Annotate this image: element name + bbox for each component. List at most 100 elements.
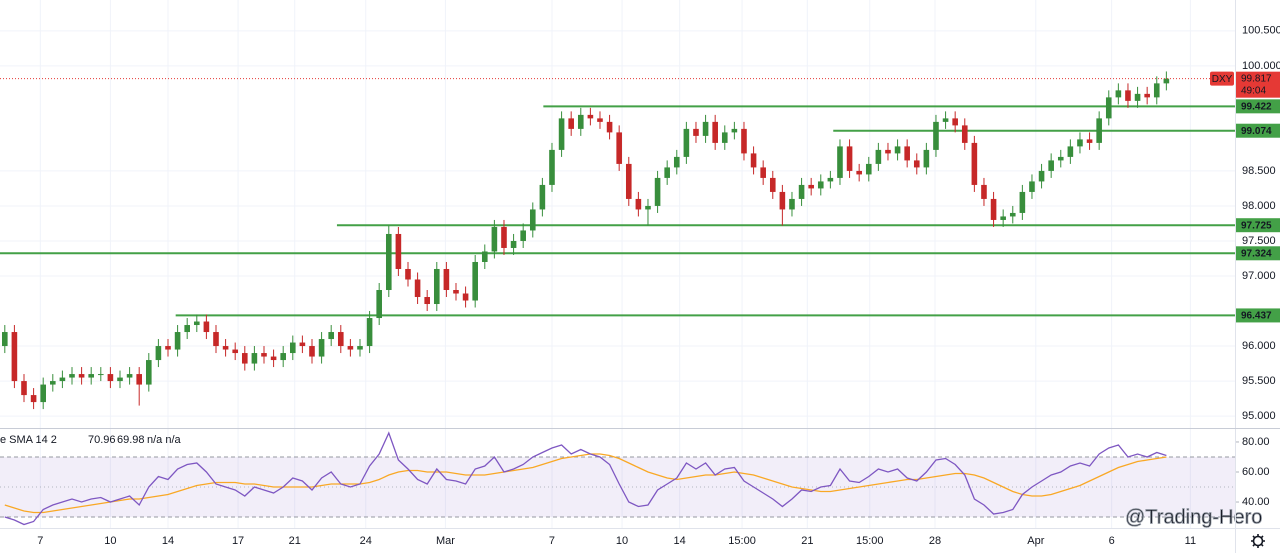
- candle-body: [251, 353, 258, 364]
- candle-body: [261, 353, 267, 357]
- candle-body: [1153, 83, 1160, 98]
- candle-body: [971, 142, 978, 185]
- y-tick-label: 95.500: [1242, 375, 1276, 387]
- gear-ring[interactable]: [1252, 535, 1264, 547]
- candle-body: [1105, 97, 1112, 119]
- candle-body: [865, 163, 872, 175]
- candle-body: [712, 121, 718, 143]
- y-tick-label: 97.000: [1242, 270, 1276, 282]
- candle-body: [1029, 181, 1035, 192]
- candle-body: [933, 121, 939, 150]
- candle-body: [904, 146, 910, 161]
- candle-body: [721, 132, 728, 143]
- candle-body: [731, 128, 738, 133]
- indicator-value: 70.96: [88, 434, 116, 446]
- y-tick-label: 100.000: [1242, 60, 1280, 72]
- candle-body: [1019, 191, 1026, 213]
- y-tick-label: 97.500: [1242, 235, 1276, 247]
- candle-body: [942, 118, 949, 122]
- candle-body: [443, 268, 450, 291]
- level-label-bg: [1236, 246, 1280, 261]
- rsi-tick-label: 40.00: [1242, 496, 1270, 508]
- y-tick-label: 100.500: [1242, 25, 1280, 37]
- x-tick-label: 11: [1185, 535, 1196, 547]
- candle-body: [750, 153, 757, 168]
- level-label: 99.422: [1241, 101, 1272, 112]
- candle-body: [97, 374, 104, 376]
- candle-body: [280, 353, 286, 361]
- x-tick-label: 28: [929, 535, 941, 547]
- level-label: 99.074: [1241, 126, 1272, 137]
- candle-body: [145, 360, 152, 385]
- candle-body: [309, 346, 315, 357]
- y-tick-label: 98.500: [1242, 165, 1276, 177]
- x-tick-label: Apr: [1027, 535, 1044, 547]
- candle-body: [760, 167, 766, 178]
- candle-body: [318, 339, 325, 357]
- candle-body: [385, 233, 392, 291]
- candle-body: [376, 290, 382, 319]
- candle-body: [357, 346, 363, 350]
- candle-body: [875, 149, 882, 164]
- x-tick-label: 15:00: [856, 535, 884, 547]
- candle-body: [1067, 146, 1074, 157]
- candle-body: [289, 342, 296, 354]
- candle-body: [11, 332, 18, 382]
- candle-body: [1048, 160, 1054, 171]
- candle-body: [625, 163, 632, 199]
- candle-body: [165, 346, 171, 350]
- last-price-label: 99.817: [1241, 73, 1272, 84]
- candle-body: [40, 384, 46, 403]
- candle-body: [299, 342, 306, 347]
- x-tick-label: 6: [1109, 535, 1115, 547]
- x-tick-label: 17: [232, 535, 244, 547]
- candle-body: [1096, 118, 1102, 143]
- x-tick-label: 7: [37, 535, 43, 547]
- candle-body: [577, 114, 584, 129]
- candle-body: [126, 374, 133, 378]
- level-label: 97.725: [1241, 220, 1272, 231]
- candle-body: [1086, 139, 1093, 143]
- settings-icon[interactable]: [1251, 534, 1265, 548]
- indicator-line: [4, 431, 1167, 526]
- candle-body: [174, 332, 181, 350]
- x-tick-label: Mar: [436, 535, 455, 547]
- candle-body: [1057, 156, 1064, 161]
- level-label-bg: [1236, 218, 1280, 233]
- indicator-line: [4, 453, 1167, 514]
- candle-body: [913, 160, 920, 168]
- level-label-bg: [1236, 308, 1280, 323]
- gear-teeth[interactable]: [1251, 534, 1265, 548]
- candle-body: [1115, 90, 1122, 98]
- candle-body: [1125, 90, 1131, 101]
- candle-body: [222, 346, 229, 350]
- candle-body: [184, 325, 190, 333]
- candle-body: [472, 261, 478, 301]
- candle-body: [990, 198, 997, 220]
- candle-body: [491, 226, 498, 252]
- candle-body: [59, 377, 66, 382]
- candle-body: [337, 332, 344, 347]
- candle-body: [520, 230, 526, 241]
- candle-body: [817, 181, 824, 189]
- candle-body: [568, 118, 574, 129]
- indicator-title: e SMA 14 2: [0, 434, 57, 446]
- level-label-bg: [1236, 123, 1280, 138]
- candle-body: [981, 184, 987, 199]
- candle-body: [117, 377, 123, 382]
- candle-body: [846, 146, 853, 171]
- candle-body: [635, 198, 642, 210]
- indicator-value: 69.98: [117, 434, 145, 446]
- candle-body: [885, 149, 891, 154]
- candle-body: [414, 279, 421, 298]
- candle-body: [1038, 170, 1045, 182]
- y-tick-label: 98.000: [1242, 200, 1276, 212]
- candle-body: [549, 149, 555, 185]
- candle-body: [616, 132, 622, 164]
- candle-body: [30, 395, 37, 403]
- x-tick-label: 14: [674, 535, 686, 547]
- candle-body: [1163, 78, 1170, 84]
- symbol-bg: [1210, 71, 1234, 86]
- candle-body: [606, 121, 613, 133]
